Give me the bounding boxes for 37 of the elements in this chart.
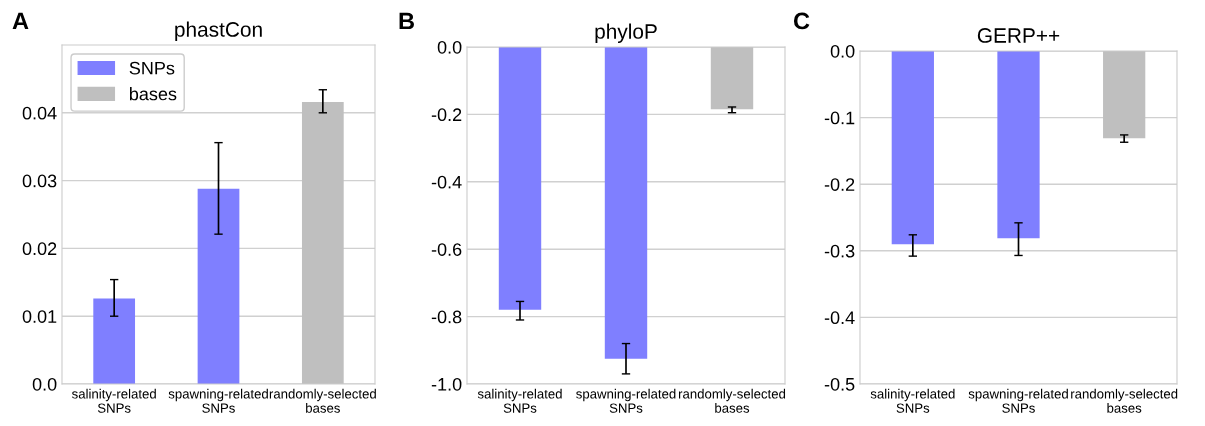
y-tick-label: 0.04 bbox=[22, 106, 57, 120]
y-tick-label: -0.2 bbox=[431, 108, 462, 122]
x-tick-label: salinity-related SNPs bbox=[870, 388, 955, 413]
y-tick-label: -0.4 bbox=[431, 175, 462, 189]
y-tick-label: -0.8 bbox=[431, 310, 462, 324]
y-tick-label: -1.0 bbox=[431, 377, 462, 391]
text: C bbox=[793, 12, 810, 30]
x-tick-label: randomly-selected bases bbox=[1071, 388, 1178, 413]
y-tick-label: 0.0 bbox=[830, 44, 855, 58]
x-tick-label: salinity-related SNPs bbox=[72, 388, 156, 413]
bar bbox=[197, 188, 240, 384]
bar bbox=[301, 101, 344, 384]
x-tick-label: spawning-related SNPs bbox=[576, 388, 676, 413]
x-tick-label: randomly-selected bases bbox=[678, 388, 786, 413]
y-tick-label: 0.01 bbox=[22, 310, 57, 323]
x-tick-label: spawning-related SNPs bbox=[168, 388, 268, 413]
y-tick-label: -0.1 bbox=[824, 111, 855, 125]
chart-title: phastCon bbox=[175, 21, 262, 41]
x-tick-label: spawning-related SNPs bbox=[968, 388, 1068, 413]
x-tick-label: salinity-related SNPs bbox=[477, 388, 562, 413]
y-tick-label: -0.4 bbox=[824, 311, 855, 325]
y-tick-label: -0.5 bbox=[824, 377, 855, 391]
chart-title: GERP++ bbox=[977, 28, 1060, 43]
text: B bbox=[399, 12, 414, 30]
y-tick-label: -0.2 bbox=[824, 178, 855, 191]
chart-title: phyloP bbox=[595, 23, 657, 43]
y-tick-label: 0.0 bbox=[32, 377, 57, 391]
legend-label: SNPs bbox=[129, 61, 175, 75]
y-tick-label: 0.0 bbox=[437, 40, 462, 54]
y-tick-label: -0.3 bbox=[824, 244, 855, 258]
legend-label: bases bbox=[129, 87, 177, 101]
y-tick-label: -0.6 bbox=[431, 243, 462, 256]
y-tick-label: 0.03 bbox=[22, 174, 57, 188]
x-tick-label: randomly-selected bases bbox=[269, 388, 376, 413]
text: A bbox=[12, 12, 29, 30]
y-tick-label: 0.02 bbox=[22, 242, 57, 256]
bar bbox=[93, 298, 136, 384]
